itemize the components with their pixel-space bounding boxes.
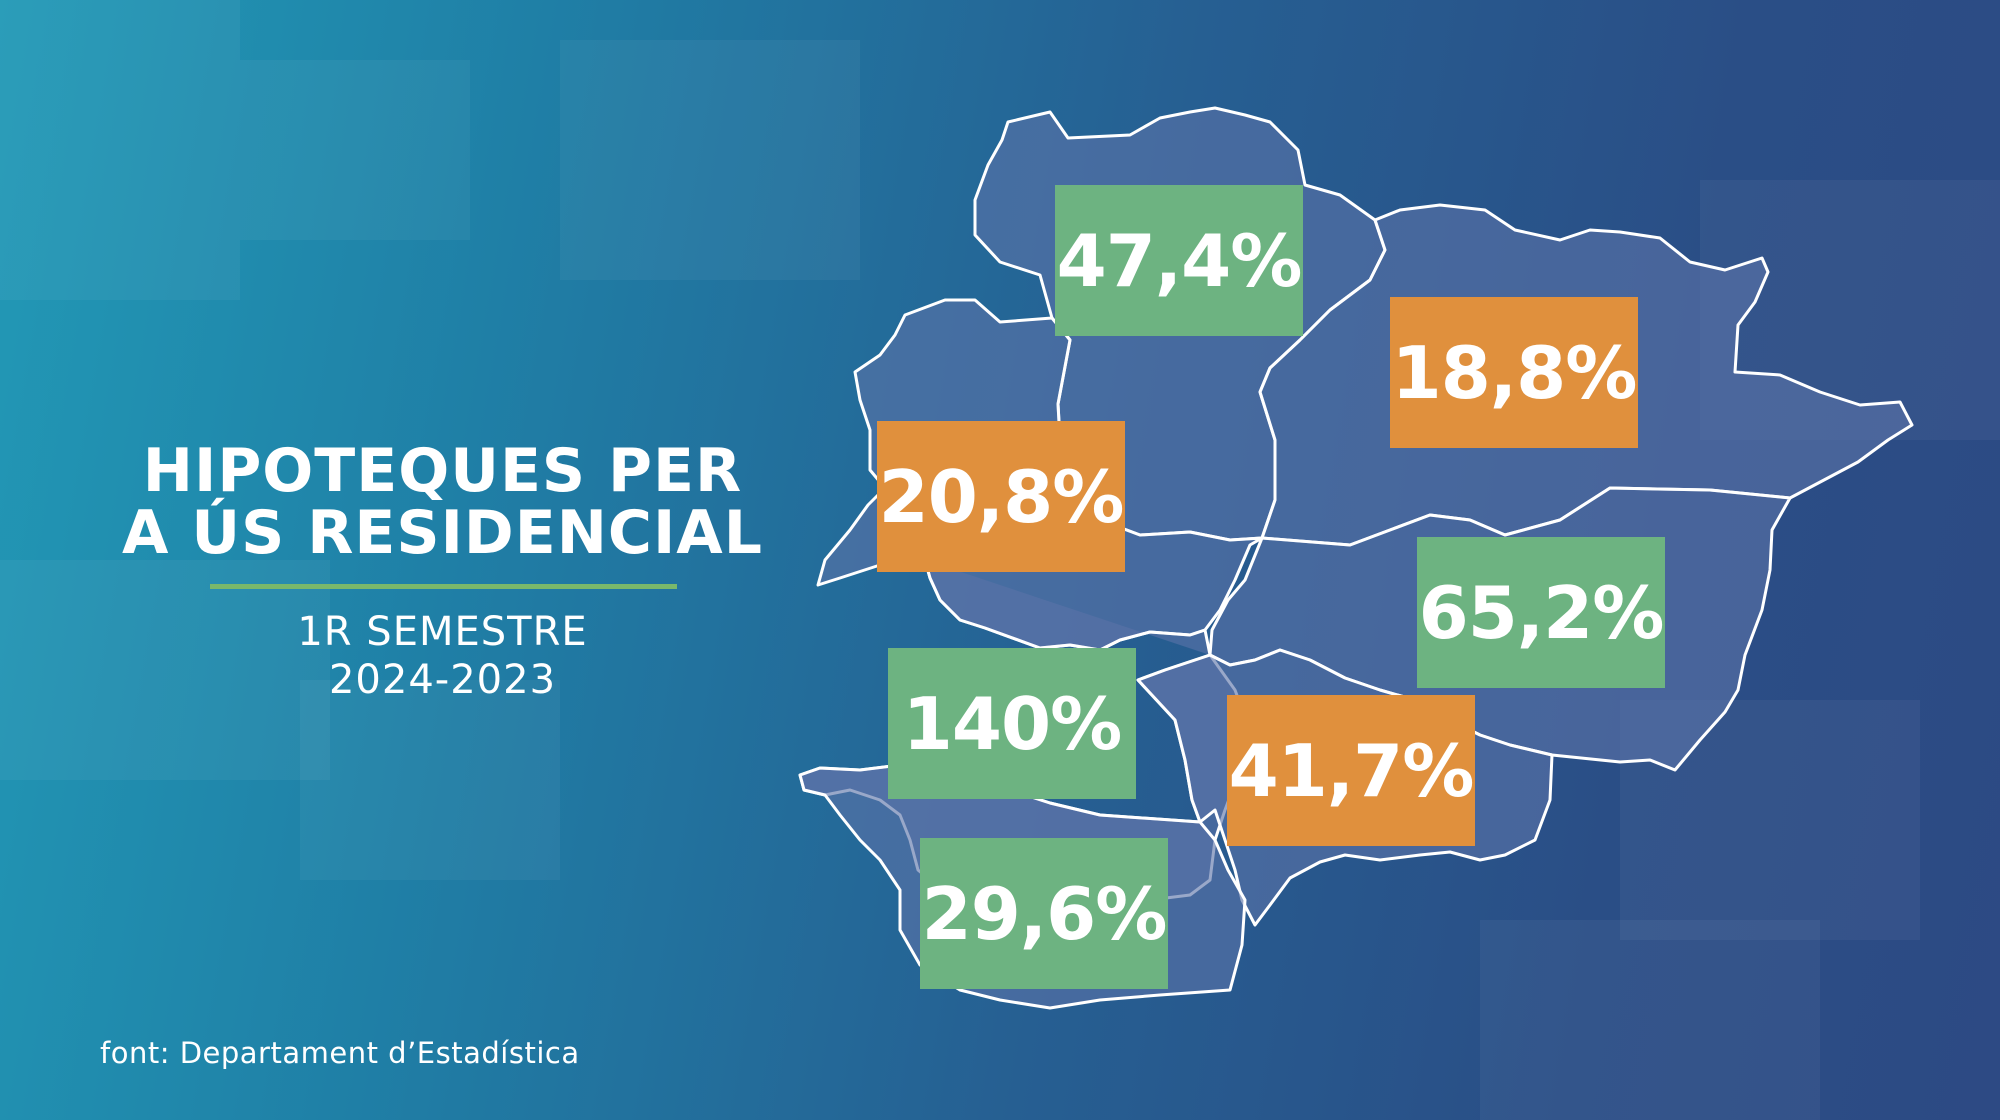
- title-line-1: HIPOTEQUES PER: [142, 436, 743, 506]
- value-label-escaldes: 41,7%: [1227, 695, 1475, 846]
- value-label-la-massana: 20,8%: [877, 421, 1125, 572]
- subtitle-line-2: 2024-2023: [328, 657, 557, 703]
- subtitle: 1R SEMESTRE 2024-2023: [80, 608, 805, 704]
- subtitle-line-1: 1R SEMESTRE: [297, 609, 588, 655]
- value-label-encamp: 65,2%: [1417, 537, 1665, 688]
- value-label-ordino: 18,8%: [1390, 297, 1638, 448]
- title-divider: [210, 584, 677, 589]
- background-tile: [0, 560, 330, 780]
- title-line-2: A ÚS RESIDENCIAL: [122, 498, 763, 568]
- background-tile: [240, 60, 470, 240]
- page-title: HIPOTEQUES PER A ÚS RESIDENCIAL: [80, 440, 805, 564]
- background-tile: [1480, 920, 1820, 1120]
- background-tile: [0, 0, 240, 300]
- background-tile: [300, 680, 560, 880]
- value-label-andorra-la-vella: 140%: [888, 648, 1136, 799]
- value-label-sant-julia: 29,6%: [920, 838, 1168, 989]
- value-label-canillo: 47,4%: [1055, 185, 1303, 336]
- background-tile: [560, 40, 860, 280]
- source-note: font: Departament d’Estadística: [100, 1036, 580, 1070]
